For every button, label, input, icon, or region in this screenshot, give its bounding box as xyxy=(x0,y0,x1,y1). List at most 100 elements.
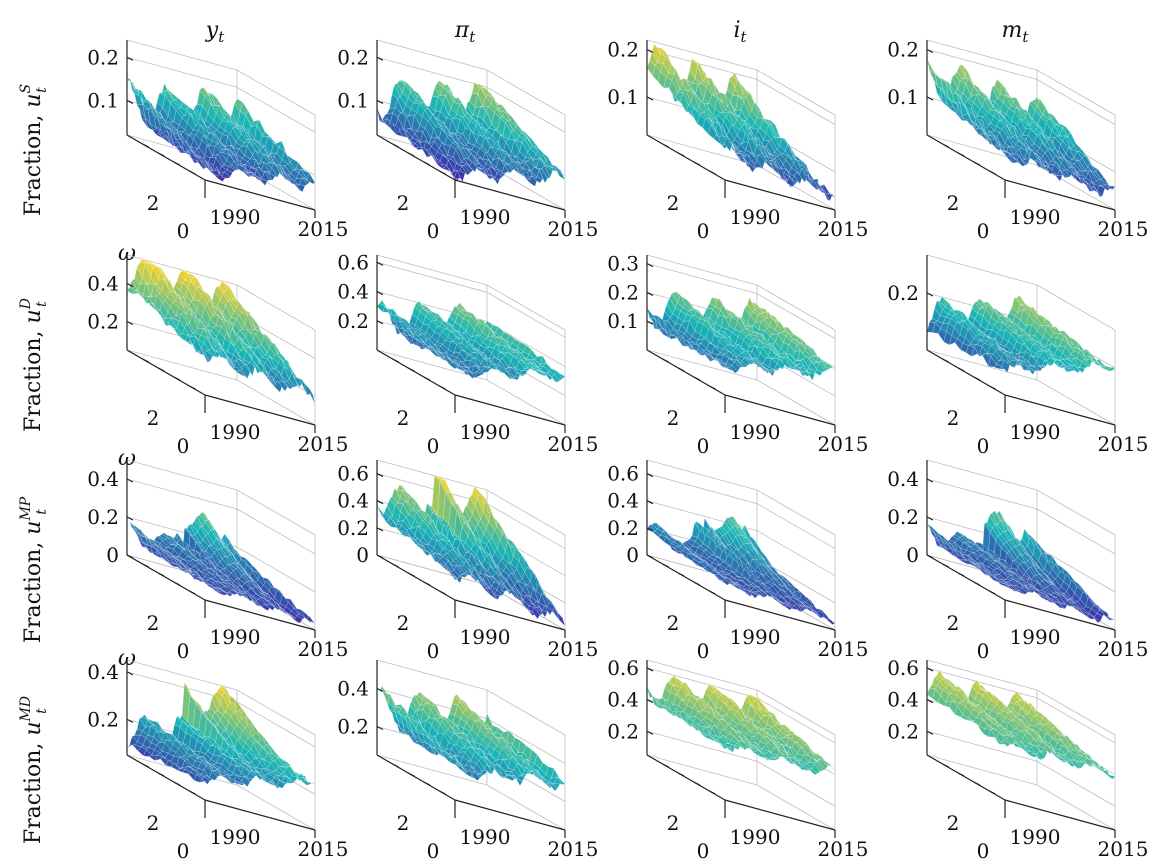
omega-tick-label: 2 xyxy=(147,191,160,215)
omega-tick-label: 0 xyxy=(177,434,190,458)
omega-tick-label: 2 xyxy=(397,406,410,430)
z-tick-label: 0.1 xyxy=(607,85,639,109)
top-grid xyxy=(126,39,316,116)
surface-mesh xyxy=(926,58,1116,198)
omega-tick-label: 2 xyxy=(147,406,160,430)
omega-tick xyxy=(693,161,701,166)
top-grid xyxy=(376,39,566,116)
omega-tick xyxy=(677,152,685,157)
row-label-2: Fraction, uMPt xyxy=(18,496,50,643)
surface-plot-r0-c1: 0.1 0.2 02 1990 2015 xyxy=(337,39,599,243)
row-label-3: Fraction, uMDt xyxy=(18,696,50,844)
omega-tick-label: 0 xyxy=(427,219,440,243)
z-tick-label: 0.6 xyxy=(337,250,369,274)
omega-tick xyxy=(423,376,431,381)
omega-tick-label: 2 xyxy=(667,406,680,430)
omega-tick xyxy=(173,376,181,381)
z-tick-label: 0.4 xyxy=(337,280,369,304)
time-tick-label: 1990 xyxy=(460,420,511,444)
z-tick-label: 0.1 xyxy=(887,85,919,109)
surface-patch xyxy=(306,392,316,404)
omega-tick xyxy=(392,358,399,363)
omega-tick-label: 0 xyxy=(177,219,190,243)
time-tick-label: 1990 xyxy=(730,420,781,444)
omega-tick-label: 0 xyxy=(697,434,710,458)
omega-tick xyxy=(407,367,415,372)
omega-tick xyxy=(142,143,149,148)
omega-tick xyxy=(662,143,669,148)
omega-tick-label: 2 xyxy=(667,191,680,215)
time-tick-label: 2015 xyxy=(548,217,599,241)
time-tick-label: 2015 xyxy=(818,432,869,456)
omega-tick-label: 2 xyxy=(397,191,410,215)
z-tick-label: 0.1 xyxy=(87,88,119,112)
surface-patch xyxy=(304,382,313,395)
z-tick-label: 0.1 xyxy=(607,309,639,333)
time-axis xyxy=(204,179,316,211)
omega-tick-label: 0 xyxy=(977,219,990,243)
omega-tick-label: 2 xyxy=(947,191,960,215)
time-tick-label: 2015 xyxy=(548,432,599,456)
z-tick xyxy=(126,99,134,104)
surface-mesh xyxy=(376,80,566,187)
omega-tick xyxy=(189,385,196,390)
z-tick-label: 0.2 xyxy=(337,309,369,333)
z-tick-label: 0.4 xyxy=(87,272,119,296)
time-tick-label: 2015 xyxy=(298,432,349,456)
surface-mesh xyxy=(376,299,566,383)
time-tick-label: 1990 xyxy=(730,205,781,229)
omega-tick xyxy=(693,376,701,381)
surface-mesh xyxy=(646,43,836,202)
omega-label-2: ω xyxy=(118,446,136,471)
time-tick-label: 2015 xyxy=(1098,217,1149,241)
time-tick-label: 2015 xyxy=(298,217,349,241)
surface-plot-r1-c0: 0.2 0.4 02 1990 2015 xyxy=(87,254,349,458)
surface-plot-r1-c1: 0.2 0.4 0.6 02 1990 2015 xyxy=(337,250,598,458)
omega-label-1: ω xyxy=(118,241,136,266)
surface-mesh xyxy=(126,77,316,193)
omega-tick xyxy=(709,170,716,175)
z-tick-label: 0.2 xyxy=(607,38,639,62)
time-tick-label: 1990 xyxy=(210,420,261,444)
omega-tick xyxy=(957,152,965,157)
surface-mesh xyxy=(926,294,1116,375)
z-tick-label: 0.2 xyxy=(87,45,119,69)
z-gridline xyxy=(376,56,566,133)
omega-tick xyxy=(662,358,669,363)
z-gridline xyxy=(126,56,316,133)
omega-tick xyxy=(189,170,196,175)
omega-tick xyxy=(973,161,981,166)
row-label-0: Fraction, uSt xyxy=(18,84,50,216)
surface-patch xyxy=(306,172,316,184)
surface-plot-r0-c0: 0.1 0.2 02 1990 2015 xyxy=(87,39,349,243)
time-tick-label: 1990 xyxy=(210,205,261,229)
z-tick-label: 0.2 xyxy=(607,280,639,304)
omega-tick xyxy=(942,143,949,148)
z-tick xyxy=(126,56,134,61)
omega-label-3: ω xyxy=(118,646,136,671)
omega-tick xyxy=(173,161,181,166)
omega-tick-label: 0 xyxy=(427,434,440,458)
omega-tick-label: 0 xyxy=(697,219,710,243)
time-tick-label: 1990 xyxy=(460,205,511,229)
omega-tick xyxy=(157,367,165,372)
omega-tick xyxy=(157,152,165,157)
column-header-0: yt xyxy=(205,18,225,46)
z-tick-label: 0.2 xyxy=(87,310,119,334)
z-tick-label: 0.2 xyxy=(887,38,919,62)
time-tick-label: 1990 xyxy=(1010,205,1061,229)
omega-tick xyxy=(989,170,996,175)
omega-tick xyxy=(423,161,431,166)
omega-tick xyxy=(677,367,685,372)
omega-tick xyxy=(439,170,446,175)
omega-tick xyxy=(439,385,446,390)
omega-tick xyxy=(392,143,399,148)
surface-plot-r0-c3: 0.1 0.2 02 1990 2015 xyxy=(887,38,1148,244)
z-tick-label: 0.2 xyxy=(337,45,369,69)
column-header-3: mt xyxy=(1002,18,1030,46)
z-tick-label: 0.1 xyxy=(337,88,369,112)
